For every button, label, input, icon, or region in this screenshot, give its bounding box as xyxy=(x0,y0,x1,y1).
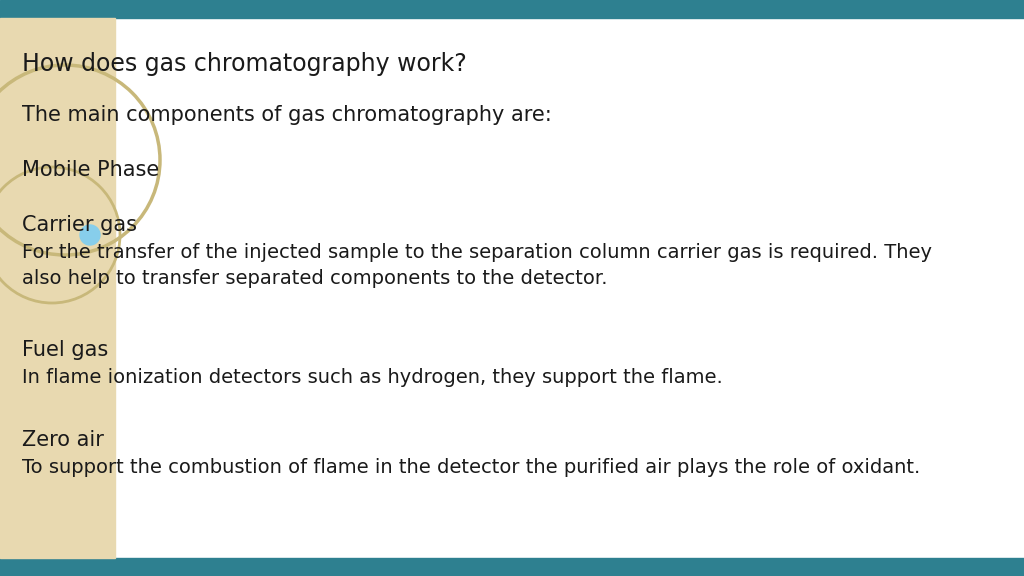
Circle shape xyxy=(80,225,100,245)
Bar xyxy=(0,18,115,558)
Text: Carrier gas: Carrier gas xyxy=(22,215,137,235)
Text: Mobile Phase: Mobile Phase xyxy=(22,160,160,180)
Bar xyxy=(0,558,1024,576)
Text: Fuel gas: Fuel gas xyxy=(22,340,109,360)
Bar xyxy=(0,0,1024,18)
Text: For the transfer of the injected sample to the separation column carrier gas is : For the transfer of the injected sample … xyxy=(22,243,932,289)
Text: In flame ionization detectors such as hydrogen, they support the flame.: In flame ionization detectors such as hy… xyxy=(22,368,723,387)
Text: How does gas chromatography work?: How does gas chromatography work? xyxy=(22,52,467,76)
Text: To support the combustion of flame in the detector the purified air plays the ro: To support the combustion of flame in th… xyxy=(22,458,921,477)
Text: Zero air: Zero air xyxy=(22,430,103,450)
Text: The main components of gas chromatography are:: The main components of gas chromatograph… xyxy=(22,105,552,125)
